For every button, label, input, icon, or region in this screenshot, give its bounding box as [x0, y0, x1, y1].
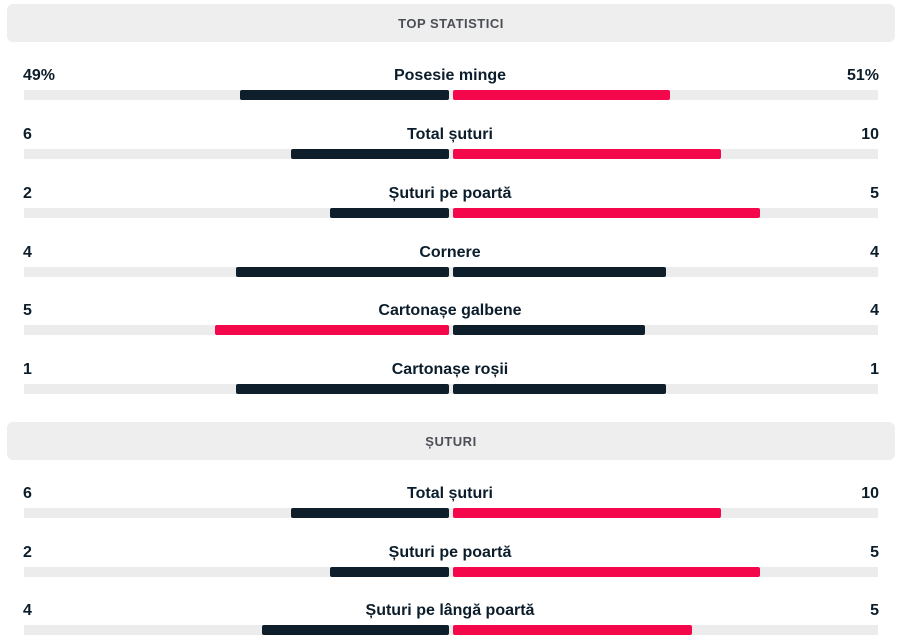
section-header-top-statistici: TOP STATISTICI: [7, 4, 895, 42]
stat-bar-track: [24, 625, 878, 635]
stat-bar-track: [24, 267, 878, 277]
away-bar: [453, 208, 760, 218]
away-bar: [453, 267, 666, 277]
stat-home-value: 4: [23, 602, 32, 619]
stat-label: Șuturi pe poartă: [388, 185, 512, 202]
home-bar: [291, 149, 449, 159]
stat-away-value: 4: [870, 244, 879, 261]
stat-home-value: 4: [23, 244, 32, 261]
home-bar: [236, 267, 449, 277]
stat-away-value: 1: [870, 361, 879, 378]
section-title: ȘUTURI: [425, 433, 477, 449]
home-bar: [236, 384, 449, 394]
stat-home-value: 2: [23, 185, 32, 202]
stat-home-value: 1: [23, 361, 32, 378]
stat-row-shots-off-target: 4 Șuturi pe lângă poartă 5: [0, 602, 900, 642]
section-header-suturi: ȘUTURI: [7, 422, 895, 460]
home-bar: [330, 208, 449, 218]
stat-label: Șuturi pe poartă: [388, 544, 512, 561]
stat-away-value: 10: [861, 126, 879, 143]
stat-label: Cartonașe roșii: [391, 361, 509, 378]
stat-away-value: 5: [870, 544, 879, 561]
stat-bar-track: [24, 90, 878, 100]
stat-row-possession: 49% Posesie minge 51%: [0, 67, 900, 107]
stat-bar-track: [24, 325, 878, 335]
stat-home-value: 5: [23, 302, 32, 319]
stat-home-value: 6: [23, 485, 32, 502]
stat-bar-track: [24, 508, 878, 518]
home-bar: [330, 567, 449, 577]
stat-away-value: 10: [861, 485, 879, 502]
away-bar: [453, 384, 666, 394]
home-bar: [240, 90, 449, 100]
stat-label: Cornere: [419, 244, 481, 261]
stat-bar-track: [24, 384, 878, 394]
stat-row-shots-on-target: 2 Șuturi pe poartă 5: [0, 185, 900, 225]
stat-row-red-cards: 1 Cartonașe roșii 1: [0, 361, 900, 401]
stat-bar-track: [24, 208, 878, 218]
stat-away-value: 5: [870, 602, 879, 619]
stat-away-value: 5: [870, 185, 879, 202]
away-bar: [453, 625, 692, 635]
stat-away-value: 51%: [846, 67, 879, 84]
stat-label: Șuturi pe lângă poartă: [365, 602, 535, 619]
stat-row-corners: 4 Cornere 4: [0, 244, 900, 284]
stat-label: Total șuturi: [407, 485, 493, 502]
stat-row-total-shots: 6 Total șuturi 10: [0, 485, 900, 525]
home-bar: [215, 325, 449, 335]
stat-home-value: 6: [23, 126, 32, 143]
section-title: TOP STATISTICI: [398, 15, 504, 31]
stat-away-value: 4: [870, 302, 879, 319]
stat-row-shots-on-target: 2 Șuturi pe poartă 5: [0, 544, 900, 584]
away-bar: [453, 149, 721, 159]
stat-bar-track: [24, 149, 878, 159]
stat-label: Cartonașe galbene: [378, 302, 522, 319]
away-bar: [453, 508, 721, 518]
stat-label: Total șuturi: [407, 126, 493, 143]
stat-home-value: 2: [23, 544, 32, 561]
home-bar: [262, 625, 449, 635]
home-bar: [291, 508, 449, 518]
stat-bar-track: [24, 567, 878, 577]
stat-row-yellow-cards: 5 Cartonașe galbene 4: [0, 302, 900, 342]
stat-home-value: 49%: [23, 67, 56, 84]
stat-row-total-shots: 6 Total șuturi 10: [0, 126, 900, 166]
away-bar: [453, 325, 645, 335]
away-bar: [453, 90, 670, 100]
away-bar: [453, 567, 760, 577]
stat-label: Posesie minge: [393, 67, 507, 84]
